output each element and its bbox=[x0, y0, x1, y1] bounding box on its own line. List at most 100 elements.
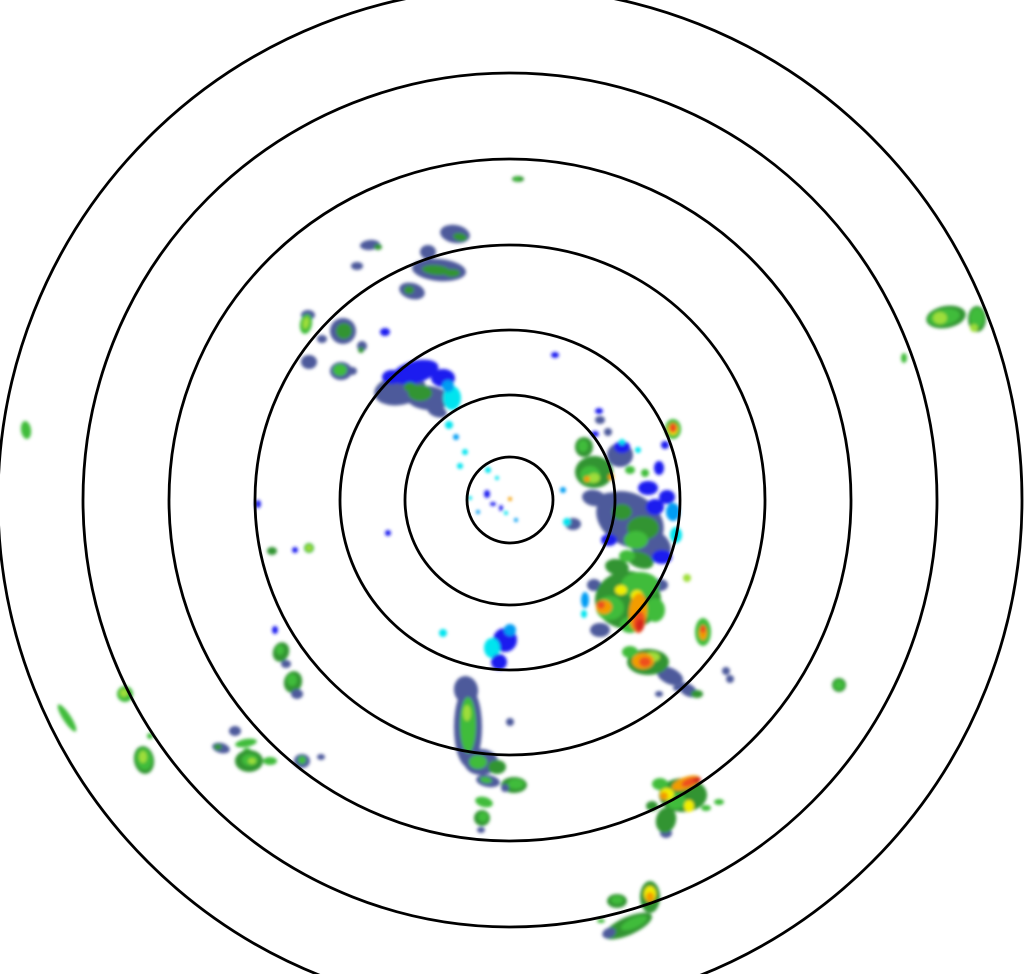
echo-blob bbox=[506, 718, 514, 726]
echo-cluster-sw-field bbox=[57, 543, 325, 774]
echo-blob bbox=[722, 667, 730, 675]
echo-blob bbox=[485, 467, 491, 473]
echo-blob bbox=[656, 666, 684, 686]
echo-blob bbox=[654, 461, 664, 475]
echo-blob bbox=[655, 807, 677, 833]
echo-blob bbox=[469, 755, 487, 769]
echo-blob bbox=[611, 896, 623, 904]
echo-blob bbox=[120, 689, 128, 697]
echo-cluster-s-cyan-blob bbox=[439, 624, 517, 670]
echo-blob bbox=[291, 689, 303, 699]
echo-blob bbox=[351, 262, 363, 270]
echo-blob bbox=[612, 504, 632, 520]
echo-blob bbox=[560, 487, 566, 493]
echo-blob bbox=[551, 352, 559, 358]
echo-blob bbox=[614, 441, 630, 453]
echo-cluster-north-speck bbox=[512, 176, 524, 182]
echo-blob bbox=[272, 626, 278, 634]
echo-blob bbox=[404, 286, 414, 294]
echo-blob bbox=[582, 489, 606, 507]
echo-blob bbox=[597, 601, 605, 609]
echo-blob bbox=[302, 317, 310, 329]
echo-blob bbox=[605, 558, 629, 576]
echo-blob bbox=[358, 347, 364, 353]
echo-blob bbox=[701, 805, 711, 811]
echo-blob bbox=[476, 510, 480, 514]
echo-cluster-se-isolated-cell bbox=[695, 618, 711, 646]
range-ring-2 bbox=[403, 393, 617, 607]
echo-blob bbox=[267, 547, 277, 555]
echo-blob bbox=[427, 404, 447, 418]
echo-blob bbox=[726, 675, 734, 683]
echo-blob bbox=[834, 680, 844, 690]
echo-blob bbox=[463, 705, 471, 721]
range-ring-6 bbox=[81, 71, 939, 929]
echo-blob bbox=[385, 530, 391, 536]
echo-blob bbox=[475, 796, 493, 808]
echo-blob bbox=[635, 447, 641, 453]
echo-blob bbox=[317, 335, 327, 343]
echo-blob bbox=[281, 660, 291, 668]
echo-blob bbox=[374, 244, 382, 250]
echo-blob bbox=[578, 440, 588, 452]
echo-blob bbox=[563, 518, 571, 526]
echo-blob bbox=[480, 776, 492, 784]
echo-blob bbox=[468, 496, 472, 500]
echo-blob bbox=[619, 439, 625, 445]
echo-blob bbox=[621, 572, 659, 598]
range-ring-1 bbox=[465, 455, 555, 545]
echo-blob bbox=[604, 428, 612, 436]
echo-cluster-s-green-blob bbox=[501, 777, 527, 793]
echo-blob bbox=[139, 751, 147, 763]
echo-cluster-se-slate-dots bbox=[722, 667, 734, 683]
echo-blob bbox=[306, 545, 312, 551]
echo-blob bbox=[588, 473, 600, 483]
echo-blob bbox=[584, 476, 590, 482]
echo-cluster-scattered-blue-dots bbox=[255, 352, 603, 536]
echo-blob bbox=[646, 499, 664, 515]
echo-blob bbox=[622, 646, 638, 658]
echo-blob bbox=[255, 500, 261, 508]
echo-blob bbox=[439, 629, 447, 637]
echo-blob bbox=[484, 490, 490, 498]
echo-blob bbox=[422, 264, 450, 276]
range-ring-4 bbox=[253, 243, 767, 757]
echo-blob bbox=[700, 625, 706, 633]
echo-blob bbox=[581, 592, 589, 608]
range-ring-5 bbox=[167, 157, 853, 843]
echo-cluster-nnw-slate-band bbox=[351, 224, 470, 300]
echo-blob bbox=[287, 674, 297, 686]
echo-blob bbox=[457, 463, 463, 469]
echo-blob bbox=[499, 505, 503, 511]
echo-blob bbox=[442, 380, 454, 392]
echo-blob bbox=[597, 919, 605, 923]
echo-blob bbox=[508, 779, 524, 789]
echo-blob bbox=[229, 726, 241, 736]
echo-cluster-west-edge-streak bbox=[20, 421, 32, 439]
echo-blob bbox=[933, 312, 947, 324]
echo-blob bbox=[301, 355, 317, 369]
echo-blob bbox=[445, 421, 453, 429]
echo-blob bbox=[248, 758, 256, 764]
echo-cluster-wnw-small-cluster bbox=[299, 310, 390, 380]
echo-blob bbox=[347, 367, 357, 375]
echo-blob bbox=[693, 776, 701, 784]
echo-blob bbox=[645, 598, 665, 622]
echo-blob bbox=[514, 177, 520, 181]
echo-blob bbox=[20, 421, 32, 439]
echo-blob bbox=[625, 466, 635, 474]
echo-blob bbox=[420, 245, 436, 259]
echo-blob bbox=[380, 328, 390, 336]
echo-blob bbox=[684, 800, 694, 812]
echo-blob bbox=[491, 654, 507, 670]
echo-blob bbox=[214, 744, 222, 750]
echo-blob bbox=[57, 704, 77, 732]
echo-blob bbox=[235, 738, 257, 748]
echo-blob bbox=[659, 490, 675, 504]
echo-cluster-e-green-dot bbox=[832, 678, 846, 692]
echo-blob bbox=[477, 827, 485, 833]
echo-blob bbox=[514, 518, 518, 522]
echo-blob bbox=[619, 550, 635, 562]
echo-blob bbox=[635, 619, 645, 631]
